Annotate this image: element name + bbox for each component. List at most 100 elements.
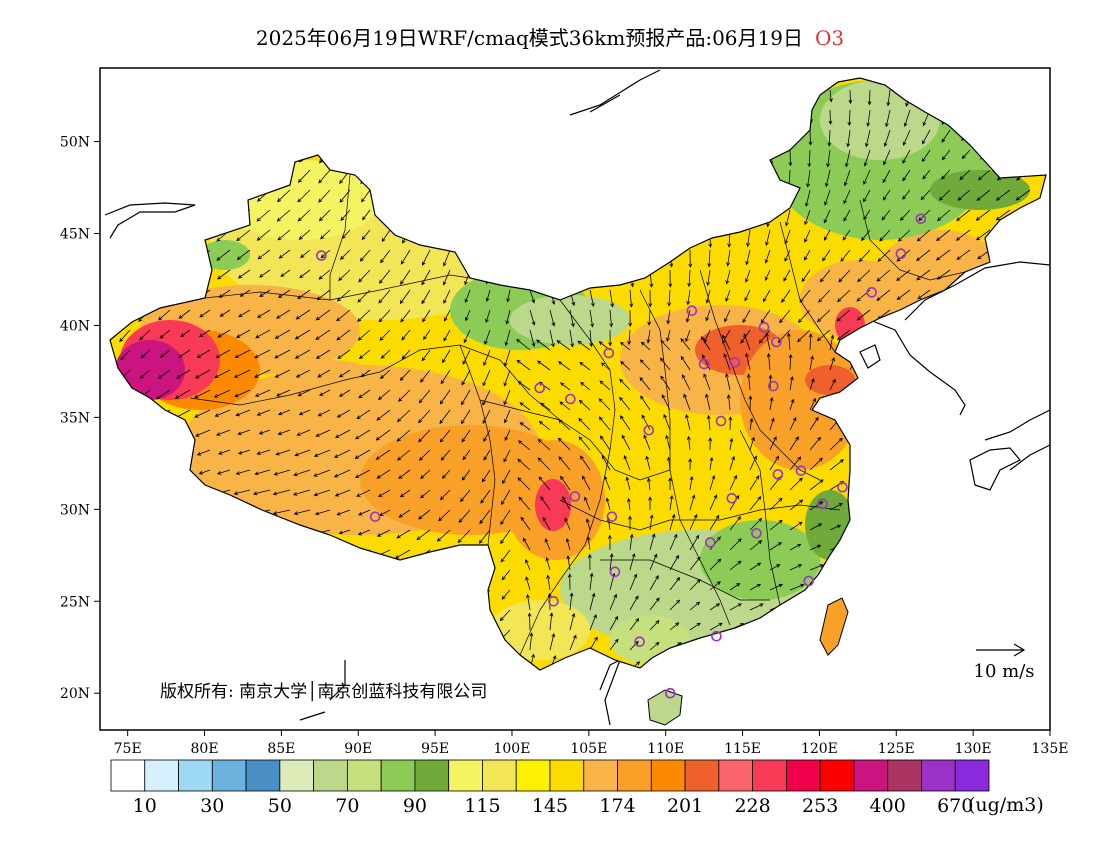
wind-arrow xyxy=(649,575,659,591)
wind-arrow xyxy=(685,329,691,343)
wind-arrow xyxy=(529,329,536,348)
wind-arrow xyxy=(236,249,251,261)
wind-arrow xyxy=(254,349,271,359)
wind-arrow xyxy=(361,189,371,203)
wind-arrow xyxy=(629,289,634,308)
wind-arrow xyxy=(525,576,531,591)
wind-arrow xyxy=(341,229,351,239)
wind-arrow xyxy=(941,129,951,143)
wind-arrow xyxy=(359,249,371,262)
wind-arrow xyxy=(277,429,291,436)
wind-arrow xyxy=(669,599,681,611)
neighbour-coastlines xyxy=(104,69,1050,726)
wind-arrow xyxy=(526,593,531,611)
wind-arrow xyxy=(399,289,411,305)
wind-arrow xyxy=(396,449,411,461)
lon-tick-label: 90E xyxy=(344,741,372,757)
wind-arrow xyxy=(336,329,351,341)
colorbar-label: 228 xyxy=(734,795,770,817)
wind-arrow xyxy=(649,533,656,551)
wind-arrow xyxy=(336,289,351,302)
wind-arrow xyxy=(358,389,371,399)
wind-arrow xyxy=(483,449,491,461)
wind-arrow xyxy=(836,309,851,322)
wind-arrow xyxy=(218,449,231,455)
wind-arrow xyxy=(519,402,531,411)
wind-arrow xyxy=(418,389,431,404)
wind-arrow xyxy=(178,309,191,319)
wind-arrow xyxy=(338,269,351,282)
wind-arrow xyxy=(589,636,598,651)
wind-arrow xyxy=(666,329,671,342)
wind-arrow xyxy=(828,89,833,103)
colorbar-swatch xyxy=(887,759,922,792)
wind-arrow xyxy=(809,544,822,551)
wind-arrow xyxy=(599,380,611,391)
wind-arrow xyxy=(956,209,971,221)
lat-tick-label: 25N xyxy=(60,594,90,610)
wind-arrow xyxy=(959,169,971,181)
wind-arrow xyxy=(566,555,571,571)
wind-arrow xyxy=(724,309,731,323)
title-text: 2025年06月19日WRF/cmaq模式36km预报产品:06月19日 xyxy=(255,26,803,50)
wind-arrow xyxy=(806,169,811,188)
wind-arrow xyxy=(443,329,451,342)
wind-arrow xyxy=(649,641,660,651)
wind-arrow xyxy=(423,329,431,341)
wind-arrow xyxy=(729,516,742,531)
wind-arrow xyxy=(315,309,331,321)
wind-arrow xyxy=(458,509,471,523)
wind-arrow xyxy=(765,332,771,351)
wind-arrow xyxy=(745,269,751,283)
wind-arrow xyxy=(669,513,676,531)
wind-arrow xyxy=(789,477,803,491)
wind-arrow xyxy=(275,449,291,456)
wind-arrow xyxy=(338,529,351,535)
wind-arrow xyxy=(199,309,211,318)
wind-arrow xyxy=(749,436,755,451)
wind-arrow xyxy=(804,229,811,243)
colorbar-label: 145 xyxy=(532,795,568,817)
wind-arrow xyxy=(863,209,871,220)
wind-arrow xyxy=(589,309,595,328)
wind-arrow xyxy=(877,249,891,262)
wind-arrow xyxy=(174,389,191,399)
wind-arrow xyxy=(420,369,431,383)
wind-arrow xyxy=(709,456,714,471)
wind-arrow xyxy=(464,289,471,304)
wind-arrow xyxy=(313,469,331,477)
wind-arrow xyxy=(957,189,971,201)
wind-arrow xyxy=(689,513,698,531)
wind-arrow xyxy=(885,109,891,128)
wind-arrow xyxy=(565,537,571,551)
wind-arrow xyxy=(589,572,594,591)
wind-arrow xyxy=(578,436,591,451)
wind-arrow xyxy=(725,373,731,391)
wind-arrow xyxy=(609,309,614,328)
wind-arrow xyxy=(785,209,791,227)
wind-arrow xyxy=(482,389,491,406)
wind-arrow xyxy=(358,349,371,360)
wind-arrow xyxy=(556,340,571,351)
wind-arrow xyxy=(629,573,638,591)
wind-arrow xyxy=(567,573,572,591)
wind-arrow xyxy=(178,349,191,358)
wind-arrow xyxy=(529,309,536,326)
wind-arrow xyxy=(215,349,231,359)
wind-arrow xyxy=(722,334,731,351)
wind-arrow xyxy=(158,309,171,321)
wind-arrow xyxy=(503,349,511,367)
wind-arrow xyxy=(746,229,751,248)
wind-arrow xyxy=(609,593,617,611)
wind-arrow xyxy=(215,429,231,436)
wind-arrow xyxy=(482,369,491,387)
wind-arrow xyxy=(648,496,652,511)
wind-arrow xyxy=(400,269,411,285)
monitoring-station xyxy=(768,380,779,392)
wind-arrow xyxy=(620,361,631,371)
wind-arrow xyxy=(465,309,471,322)
wind-arrow xyxy=(540,402,551,411)
wind-arrow xyxy=(882,169,891,184)
wind-arrow xyxy=(233,489,251,496)
monitoring-station xyxy=(715,415,727,427)
